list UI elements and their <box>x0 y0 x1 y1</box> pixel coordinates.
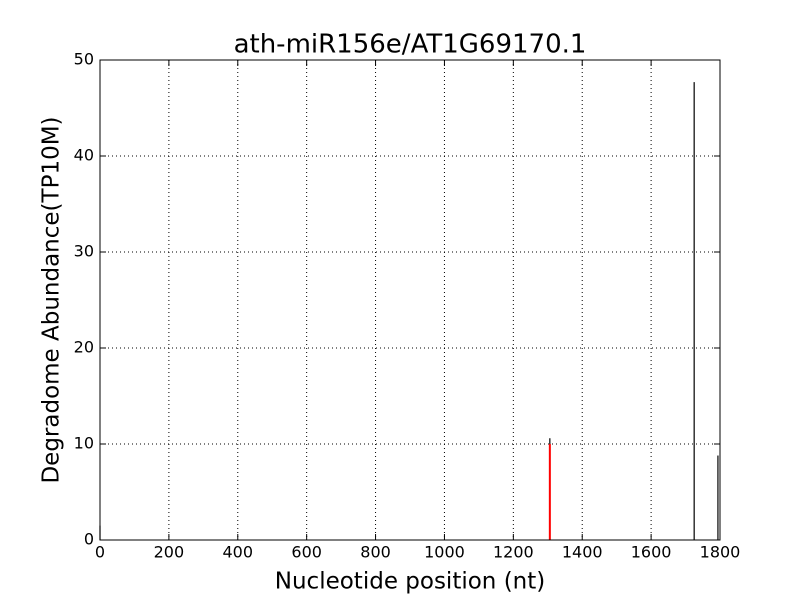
y-tick-label: 40 <box>74 146 94 165</box>
x-tick-label: 400 <box>223 543 254 562</box>
x-tick-label: 1200 <box>493 543 534 562</box>
x-tick-label: 1000 <box>424 543 465 562</box>
x-tick-label: 0 <box>95 543 105 562</box>
x-tick-label: 1600 <box>631 543 672 562</box>
x-tick-label: 1400 <box>562 543 603 562</box>
y-tick-label: 20 <box>74 338 94 357</box>
plot-frame <box>99 59 721 541</box>
x-axis-label: Nucleotide position (nt) <box>275 569 545 595</box>
y-tick-label: 30 <box>74 242 94 261</box>
y-tick-label: 0 <box>84 530 94 549</box>
x-tick-label: 200 <box>154 543 185 562</box>
chart-title: ath-miR156e/AT1G69170.1 <box>234 30 587 60</box>
x-tick-label: 1800 <box>700 543 741 562</box>
x-tick-label: 800 <box>360 543 391 562</box>
y-tick-label: 10 <box>74 434 94 453</box>
x-tick-label: 600 <box>291 543 322 562</box>
y-tick-label: 50 <box>74 50 94 69</box>
y-axis-label: Degradome Abundance(TP10M) <box>39 116 65 483</box>
